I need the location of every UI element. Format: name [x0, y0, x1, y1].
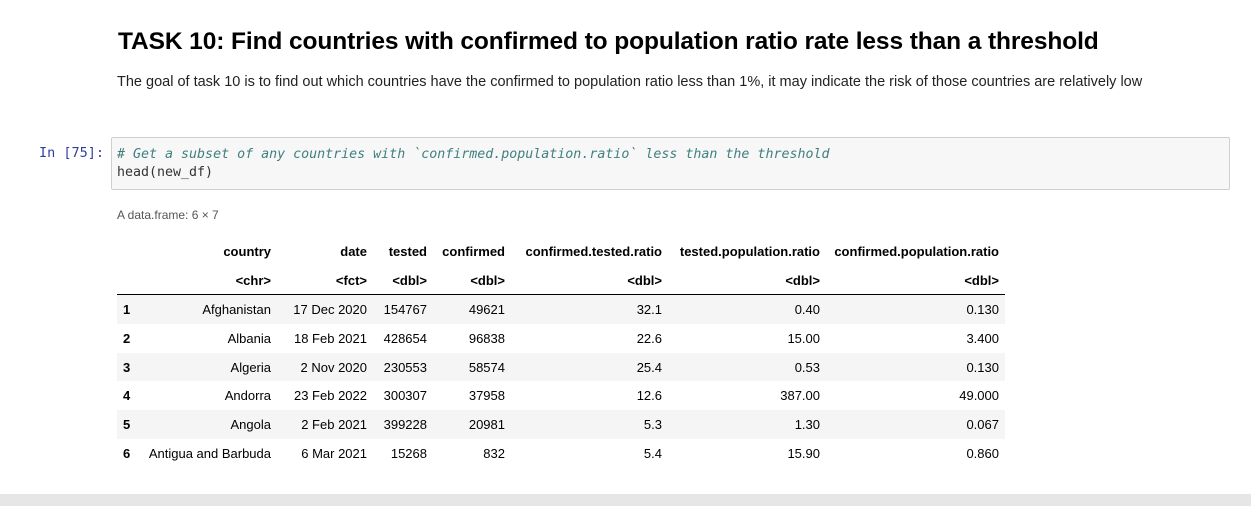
table-cell: 58574 [433, 352, 511, 382]
table-body: 1 Afghanistan 17 Dec 2020 154767 49621 32.1 0.… [117, 294, 1005, 468]
table-cell: 18 Feb 2021 [293, 330, 367, 346]
table-cell: 154767 [373, 294, 433, 325]
table-cell: 96838 [468, 330, 505, 346]
table-cell: 0.067 [826, 410, 1005, 439]
table-cell: 230553 [373, 352, 433, 382]
table-cell: 15.90 [787, 445, 820, 461]
column-header: tested.population.ratio [679, 243, 820, 259]
table-cell: 20981 [433, 410, 511, 439]
column-type: <chr> [139, 265, 277, 296]
table-cell: 23 Feb 2022 [293, 388, 367, 404]
table-cell: 832 [483, 445, 505, 461]
column-header: country [223, 243, 271, 259]
row-number: 2 [123, 330, 131, 346]
table-cell: 2 Nov 2020 [277, 352, 373, 382]
code-text[interactable]: # Get a subset of any countries with `co… [117, 146, 829, 182]
type-row: <chr> <fct> <dbl> <dbl> <dbl> <dbl> <dbl> [117, 265, 1005, 296]
table-cell: 15268 [390, 445, 427, 461]
table-cell: Angola [139, 410, 277, 439]
task-title: TASK 10: Find countries with confirmed t… [118, 28, 1099, 55]
row-number: 1 [117, 294, 139, 325]
column-type: <dbl> [373, 265, 433, 296]
table-cell: 387.00 [780, 388, 820, 404]
code-comment: # Get a subset of any countries with `co… [117, 147, 830, 162]
table-cell: Albania [227, 330, 271, 346]
table-cell: 399228 [373, 410, 433, 439]
table-cell: 12.6 [636, 388, 662, 404]
row-number: 4 [123, 388, 131, 404]
column-type [117, 265, 139, 296]
dataframe-table: country date tested confirmed confirmed.test… [117, 237, 1005, 468]
table-cell: Andorra [224, 388, 271, 404]
column-type: <dbl> [433, 265, 511, 296]
column-type: <dbl> [826, 265, 1005, 296]
column-type: <dbl> [511, 265, 668, 296]
table-cell: 37958 [468, 388, 505, 404]
column-header: confirmed.tested.ratio [525, 243, 662, 259]
table-cell: 22.6 [636, 330, 662, 346]
table-cell: 6 Mar 2021 [301, 445, 367, 461]
dataframe-caption: A data.frame: 6 × 7 [117, 208, 219, 222]
table-row: 3 Algeria 2 Nov 2020 230553 58574 25.4 0.53 0.1… [117, 352, 1005, 382]
table-cell: 1.30 [668, 410, 826, 439]
table-cell: 2 Feb 2021 [277, 410, 373, 439]
table-cell: 5.3 [511, 410, 668, 439]
table-cell: 49.000 [959, 388, 999, 404]
output-area: country date tested confirmed confirmed.test… [117, 237, 1005, 468]
table-row: 4 Andorra 23 Feb 2022 300307 37958 12.6 387.00… [117, 381, 1005, 410]
row-number: 5 [117, 410, 139, 439]
code-cell-editor[interactable]: # Get a subset of any countries with `co… [111, 137, 1230, 190]
table-cell: Algeria [139, 352, 277, 382]
table-cell: 5.4 [643, 445, 662, 461]
column-type: <dbl> [668, 265, 826, 296]
table-row: 2 Albania 18 Feb 2021 428654 96838 22.6 15.00 3… [117, 324, 1005, 353]
table-cell: 0.860 [966, 445, 999, 461]
table-cell: 0.40 [668, 294, 826, 325]
column-type: <fct> [277, 265, 373, 296]
table-row: 5 Angola 2 Feb 2021 399228 20981 5.3 1.30 0.067 [117, 410, 1005, 439]
header-row: country date tested confirmed confirmed.test… [117, 237, 1005, 266]
table-row: 1 Afghanistan 17 Dec 2020 154767 49621 32.1 0.… [117, 294, 1005, 325]
input-prompt: In [75]: [38, 145, 104, 161]
table-cell: 428654 [383, 330, 427, 346]
table-cell: 0.130 [826, 294, 1005, 325]
column-header: confirmed [442, 243, 505, 259]
row-number: 3 [117, 352, 139, 382]
table-cell: 15.00 [787, 330, 820, 346]
table-cell: 0.53 [668, 352, 826, 382]
table-row: 6 Antigua and Barbuda 6 Mar 2021 15268 832 5.… [117, 439, 1005, 468]
table-cell: 300307 [383, 388, 427, 404]
table-cell: 17 Dec 2020 [277, 294, 373, 325]
table-cell: Antigua and Barbuda [148, 445, 271, 461]
column-header: date [340, 243, 367, 259]
table-cell: 32.1 [511, 294, 668, 325]
column-header: tested [388, 243, 427, 259]
table-cell: 25.4 [511, 352, 668, 382]
column-header [117, 237, 139, 266]
row-number: 6 [123, 445, 131, 461]
table-cell: 3.400 [966, 330, 999, 346]
task-description: The goal of task 10 is to find out which… [117, 74, 1143, 90]
horizontal-scrollbar[interactable] [0, 494, 1251, 506]
table-cell: 0.130 [826, 352, 1005, 382]
column-header: confirmed.population.ratio [834, 243, 999, 259]
table-cell: Afghanistan [139, 294, 277, 325]
table-cell: 49621 [433, 294, 511, 325]
code-line: head(new_df) [117, 165, 214, 180]
